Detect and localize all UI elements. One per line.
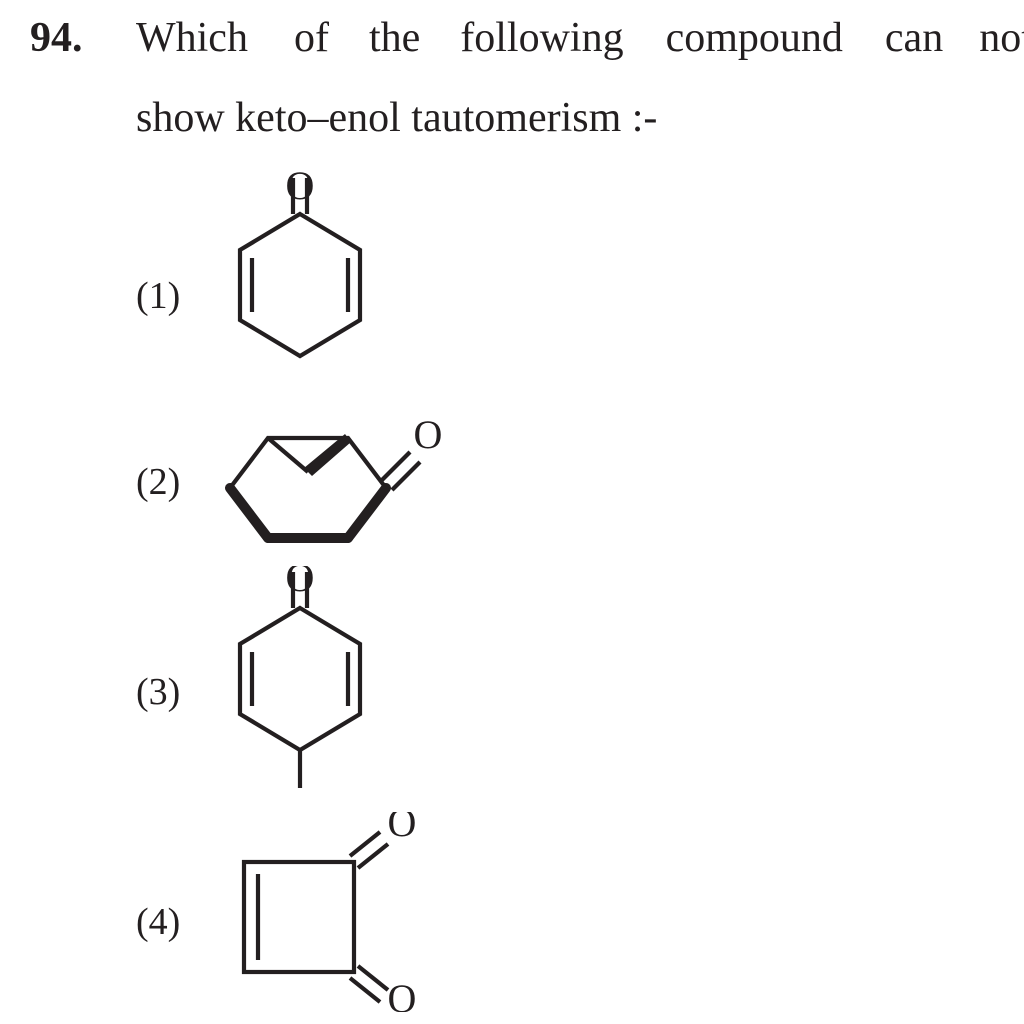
question-number: 94.: [30, 14, 83, 62]
option-1-structure: O: [200, 172, 400, 380]
question-line-1: Whichofthe following compound cannot: [136, 14, 1024, 62]
question-word: following: [460, 14, 623, 62]
svg-text:O: O: [388, 812, 417, 845]
svg-text:O: O: [286, 566, 315, 600]
option-2-label: (2): [136, 460, 180, 504]
option-4-label: (4): [136, 900, 180, 944]
option-3-structure: O: [200, 566, 400, 796]
question-word: Which: [136, 14, 248, 62]
page: 94. Whichofthe following compound cannot sh…: [0, 0, 1024, 1024]
question-word: of: [294, 14, 329, 62]
svg-text:O: O: [286, 172, 315, 208]
option-1-label: (1): [136, 274, 180, 318]
svg-text:O: O: [388, 976, 417, 1012]
option-2-structure: O: [218, 398, 448, 558]
question-word: can: [885, 14, 943, 62]
question-word: the: [369, 14, 420, 62]
question-word: compound: [666, 14, 843, 62]
option-4-structure: O O: [224, 812, 454, 1012]
option-3-label: (3): [136, 670, 180, 714]
question-line-2: show keto–enol tautomerism :-: [136, 94, 657, 142]
question-word: not: [979, 14, 1024, 62]
svg-text:O: O: [414, 412, 443, 457]
